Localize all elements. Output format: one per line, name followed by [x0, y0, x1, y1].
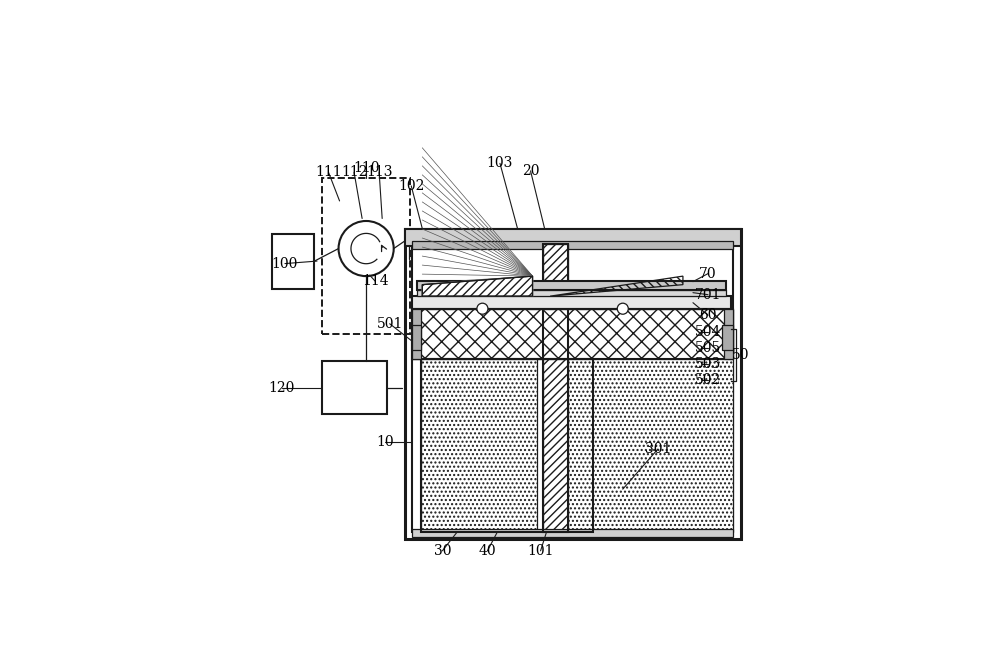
- Text: 111: 111: [315, 165, 342, 180]
- Bar: [272, 234, 314, 288]
- Bar: [412, 236, 733, 532]
- Bar: [568, 359, 733, 532]
- Text: 101: 101: [527, 544, 554, 558]
- Bar: [724, 309, 733, 359]
- Bar: [722, 326, 733, 350]
- Text: 112: 112: [341, 165, 367, 180]
- Text: 20: 20: [522, 164, 539, 178]
- Text: 100: 100: [272, 256, 298, 271]
- Text: 102: 102: [398, 179, 424, 193]
- Text: 10: 10: [376, 434, 394, 449]
- Text: 120: 120: [269, 381, 295, 395]
- Text: 40: 40: [479, 544, 496, 558]
- Circle shape: [617, 303, 628, 314]
- Text: 113: 113: [366, 165, 392, 180]
- Bar: [412, 309, 421, 359]
- Text: 30: 30: [434, 544, 451, 558]
- Bar: [421, 359, 537, 532]
- Bar: [543, 243, 568, 532]
- Text: 502: 502: [695, 373, 721, 387]
- Bar: [412, 309, 733, 359]
- Text: 114: 114: [362, 274, 388, 288]
- Bar: [543, 243, 568, 532]
- Bar: [412, 296, 731, 309]
- Text: 504: 504: [695, 326, 721, 339]
- Bar: [412, 241, 733, 249]
- Text: 301: 301: [645, 442, 671, 456]
- Text: 103: 103: [487, 156, 513, 171]
- Circle shape: [339, 221, 394, 276]
- Text: 503: 503: [695, 357, 721, 371]
- Text: 501: 501: [377, 317, 403, 331]
- Text: 70: 70: [699, 267, 717, 281]
- Text: 50: 50: [732, 348, 750, 362]
- Text: 701: 701: [695, 288, 721, 301]
- Bar: [405, 229, 741, 539]
- Bar: [421, 359, 593, 532]
- Text: 110: 110: [353, 161, 379, 175]
- Bar: [417, 290, 726, 296]
- Bar: [412, 309, 733, 359]
- Polygon shape: [422, 276, 533, 296]
- Bar: [417, 281, 726, 290]
- Bar: [322, 178, 410, 334]
- Bar: [412, 529, 733, 537]
- Text: 505: 505: [695, 341, 721, 355]
- Bar: [412, 326, 421, 350]
- Bar: [405, 229, 741, 246]
- Text: 60: 60: [699, 308, 717, 322]
- Bar: [322, 361, 387, 414]
- Circle shape: [477, 303, 488, 314]
